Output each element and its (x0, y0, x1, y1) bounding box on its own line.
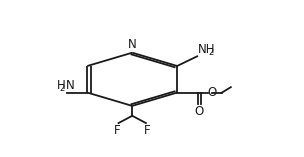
Text: H: H (57, 79, 65, 92)
Text: O: O (194, 105, 203, 118)
Text: 2: 2 (208, 48, 213, 57)
Text: N: N (128, 38, 136, 51)
Text: 2: 2 (59, 84, 64, 93)
Text: N: N (66, 79, 74, 92)
Text: O: O (208, 86, 217, 99)
Text: NH: NH (198, 43, 216, 56)
Text: F: F (144, 124, 150, 137)
Text: F: F (114, 124, 121, 137)
